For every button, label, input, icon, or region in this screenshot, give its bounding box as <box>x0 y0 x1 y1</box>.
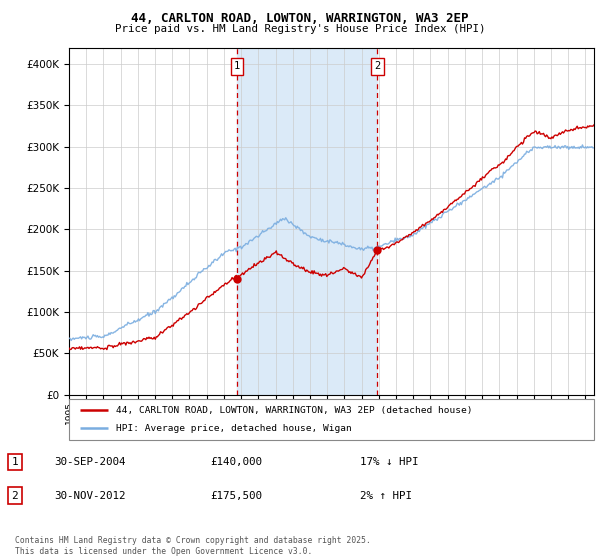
Text: 1: 1 <box>11 457 19 467</box>
Text: £175,500: £175,500 <box>210 491 262 501</box>
Text: HPI: Average price, detached house, Wigan: HPI: Average price, detached house, Wiga… <box>116 424 352 433</box>
Text: 17% ↓ HPI: 17% ↓ HPI <box>360 457 419 467</box>
FancyBboxPatch shape <box>69 399 594 440</box>
Text: 2% ↑ HPI: 2% ↑ HPI <box>360 491 412 501</box>
Bar <box>237 48 377 395</box>
Text: £140,000: £140,000 <box>210 457 262 467</box>
Text: 30-SEP-2004: 30-SEP-2004 <box>54 457 125 467</box>
Text: Contains HM Land Registry data © Crown copyright and database right 2025.
This d: Contains HM Land Registry data © Crown c… <box>15 536 371 556</box>
Text: 2: 2 <box>374 62 380 72</box>
Text: 44, CARLTON ROAD, LOWTON, WARRINGTON, WA3 2EP: 44, CARLTON ROAD, LOWTON, WARRINGTON, WA… <box>131 12 469 25</box>
Text: 30-NOV-2012: 30-NOV-2012 <box>54 491 125 501</box>
Text: Price paid vs. HM Land Registry's House Price Index (HPI): Price paid vs. HM Land Registry's House … <box>115 24 485 34</box>
Text: 1: 1 <box>234 62 240 72</box>
Text: 2: 2 <box>11 491 19 501</box>
Text: 44, CARLTON ROAD, LOWTON, WARRINGTON, WA3 2EP (detached house): 44, CARLTON ROAD, LOWTON, WARRINGTON, WA… <box>116 405 473 414</box>
